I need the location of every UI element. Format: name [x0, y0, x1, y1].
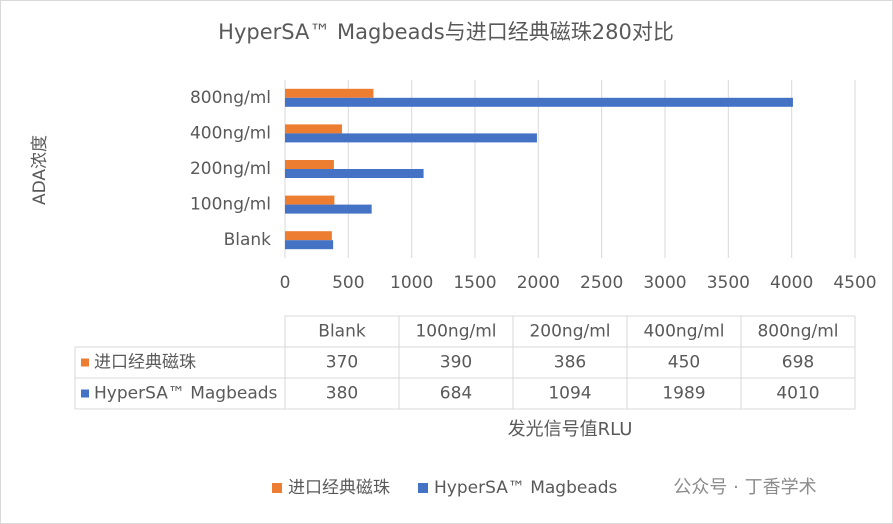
table-series-name: 进口经典磁珠 — [94, 353, 196, 373]
y-axis-label: ADA浓度 — [30, 135, 50, 205]
bar — [285, 204, 372, 214]
x-tick-label: 2500 — [580, 273, 623, 293]
x-tick-label: 4500 — [833, 273, 876, 293]
watermark: 公众号 · 丁香学术 — [673, 477, 816, 498]
bar — [285, 240, 334, 250]
table-header: 100ng/ml — [415, 322, 496, 342]
table-value: 684 — [440, 384, 472, 404]
table-value: 390 — [440, 353, 472, 373]
legend-label: HyperSA™ Magbeads — [434, 478, 618, 498]
table-header: 800ng/ml — [757, 322, 838, 342]
table-legend-key — [81, 389, 89, 398]
table-value: 1094 — [548, 384, 591, 404]
legend-key — [418, 483, 428, 493]
y-tick-label: 200ng/ml — [190, 159, 271, 179]
bar — [285, 97, 793, 107]
table-value: 450 — [668, 353, 700, 373]
chart-title: HyperSA™ Magbeads与进口经典磁珠280对比 — [218, 20, 674, 44]
table-header: 400ng/ml — [643, 322, 724, 342]
y-tick-label: 400ng/ml — [190, 123, 271, 143]
bar — [285, 231, 332, 241]
table-value: 1989 — [662, 384, 705, 404]
table-value: 370 — [326, 353, 358, 373]
bar — [285, 195, 335, 205]
x-tick-label: 1000 — [390, 273, 433, 293]
x-axis-label: 发光信号值RLU — [508, 419, 633, 440]
y-tick-label: Blank — [224, 230, 272, 250]
bar — [285, 160, 334, 169]
table-value: 380 — [326, 384, 358, 404]
bar — [285, 133, 537, 143]
y-tick-label: 100ng/ml — [190, 195, 271, 215]
x-tick-label: 3500 — [707, 273, 750, 293]
table-legend-key — [81, 358, 89, 367]
x-tick-label: 1500 — [453, 273, 496, 293]
bar — [285, 88, 374, 98]
table-header: Blank — [318, 322, 366, 342]
bar — [285, 124, 342, 134]
x-tick-label: 0 — [280, 273, 291, 293]
table-series-name: HyperSA™ Magbeads — [94, 384, 278, 404]
table-header: 200ng/ml — [529, 322, 610, 342]
y-tick-label: 800ng/ml — [190, 88, 271, 108]
table-value: 698 — [782, 353, 814, 373]
x-tick-label: 2000 — [517, 273, 560, 293]
x-tick-label: 4000 — [770, 273, 813, 293]
x-tick-label: 500 — [332, 273, 364, 293]
table-value: 4010 — [776, 384, 819, 404]
legend-key — [272, 483, 282, 493]
legend-label: 进口经典磁珠 — [288, 478, 390, 498]
bar — [285, 169, 424, 178]
x-tick-label: 3000 — [643, 273, 686, 293]
table-value: 386 — [554, 353, 586, 373]
